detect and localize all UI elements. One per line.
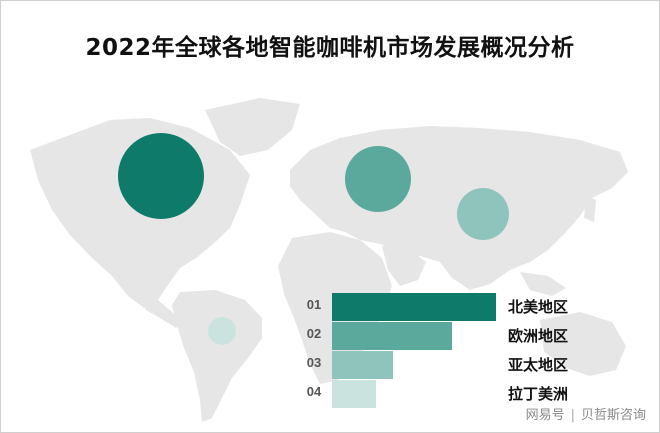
bubble-north-america bbox=[118, 133, 204, 219]
region-label: 北美地区 bbox=[508, 298, 569, 316]
page-title: 2022年全球各地智能咖啡机市场发展概况分析 bbox=[85, 35, 575, 61]
rank-number: 03 bbox=[306, 355, 322, 370]
rank-bar-europe bbox=[332, 322, 452, 350]
rank-number: 02 bbox=[306, 326, 322, 341]
watermark-separator: | bbox=[570, 408, 575, 423]
watermark-author: 贝哲斯咨询 bbox=[580, 408, 646, 423]
rank-number: 01 bbox=[306, 297, 322, 312]
watermark-platform: 网易号 bbox=[525, 408, 565, 423]
bubble-europe bbox=[345, 146, 411, 212]
landmass-central-america bbox=[140, 300, 182, 328]
source-watermark: 网易号 | 贝哲斯咨询 bbox=[526, 404, 646, 423]
region-label: 欧洲地区 bbox=[508, 327, 569, 345]
region-label: 亚太地区 bbox=[508, 356, 569, 374]
landmass-south-america bbox=[172, 290, 262, 422]
rank-bar-asia-pacific bbox=[332, 351, 393, 379]
landmass-greenland bbox=[205, 98, 300, 156]
rank-bar-latin-america bbox=[332, 380, 376, 408]
landmass-australia bbox=[540, 312, 626, 376]
landmass-japan bbox=[584, 196, 596, 222]
landmass-southeast-asia bbox=[520, 272, 566, 296]
region-label: 拉丁美洲 bbox=[508, 385, 569, 403]
rank-number: 04 bbox=[306, 384, 322, 399]
bubble-latin-america bbox=[208, 317, 236, 345]
rank-bar-north-america bbox=[332, 293, 496, 321]
landmass-arabia bbox=[382, 246, 426, 286]
bubble-asia-pacific bbox=[457, 188, 509, 240]
